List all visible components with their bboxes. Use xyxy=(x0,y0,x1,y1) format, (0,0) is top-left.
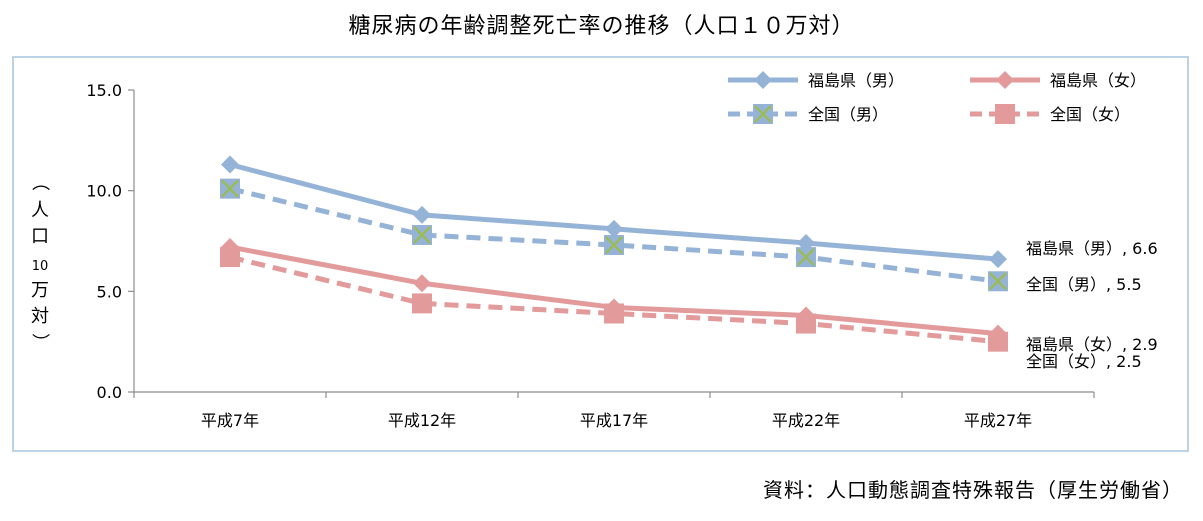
legend-label: 福島県（男） xyxy=(808,71,904,90)
y-axis-label-char: 人 xyxy=(31,200,49,221)
y-axis-label-char: 口 xyxy=(31,226,49,247)
end-label: 福島県（女）, 2.9 xyxy=(1026,335,1158,354)
end-labels: 福島県（男）, 6.6 福島県（女）, 2.9 全国（男）, 5.5 全国（女）, 2… xyxy=(1026,239,1158,371)
marker-diamond xyxy=(605,298,623,317)
marker-diamond xyxy=(989,250,1007,269)
y-axis-label-char: 10 xyxy=(32,259,49,274)
end-label: 福島県（男）, 6.6 xyxy=(1026,239,1158,258)
marker-diamond xyxy=(605,219,623,238)
end-label: 全国（男）, 5.5 xyxy=(1026,275,1142,294)
marker-square xyxy=(412,293,432,314)
y-axis-label-char: ） xyxy=(29,333,50,351)
marker-cross xyxy=(989,272,1007,291)
series-markers xyxy=(220,155,1008,352)
source-note: 資料：人口動態調査特殊報告（厚生労働省） xyxy=(763,478,1183,502)
y-axis-label: （ 人口 10 万対 ） xyxy=(29,173,50,351)
series-line-3 xyxy=(229,254,999,345)
marker-cross xyxy=(797,248,815,266)
marker-diamond xyxy=(413,205,431,224)
marker-diamond xyxy=(996,71,1014,89)
legend: 福島県（男） 福島県（女） 全国（男） 全国（女） xyxy=(728,71,1146,124)
chart-title: 糖尿病の年齢調整死亡率の推移（人口１０万対） xyxy=(348,14,855,39)
marker-cross xyxy=(413,226,431,244)
series-line-2 xyxy=(229,186,999,284)
marker-square xyxy=(220,247,240,268)
line-chart: 0.0 5.0 10.0 15.0 平成7年 平成12年 平成17年 平成22年 平成27年 （… xyxy=(29,71,1158,430)
legend-label: 福島県（女） xyxy=(1050,71,1146,90)
y-tick-label: 0.0 xyxy=(97,383,122,402)
y-axis-label-char: （ xyxy=(29,173,50,191)
marker-diamond xyxy=(989,324,1007,343)
x-tick-label: 平成22年 xyxy=(772,411,840,430)
x-tick-label: 平成17年 xyxy=(580,411,648,430)
y-tick-label: 10.0 xyxy=(86,182,122,201)
marker-cross xyxy=(754,105,772,123)
x-tick-label: 平成7年 xyxy=(201,411,259,430)
marker-cross xyxy=(605,236,623,254)
marker-diamond xyxy=(797,306,815,325)
legend-label: 全国（女） xyxy=(1050,105,1130,124)
axes: 0.0 5.0 10.0 15.0 平成7年 平成12年 平成17年 平成22年 平成27年 xyxy=(86,81,1095,430)
marker-diamond xyxy=(797,234,815,253)
marker-diamond xyxy=(754,71,772,89)
end-label: 全国（女）, 2.5 xyxy=(1026,352,1142,371)
marker-cross xyxy=(221,179,239,198)
y-tick-label: 5.0 xyxy=(97,282,122,301)
legend-label: 全国（男） xyxy=(808,105,888,124)
marker-diamond xyxy=(221,155,239,174)
chart-frame: 0.0 5.0 10.0 15.0 平成7年 平成12年 平成17年 平成22年 平成27年 （… xyxy=(12,56,1189,452)
marker-diamond xyxy=(413,274,431,293)
y-axis-label-char: 対 xyxy=(31,306,49,327)
y-tick-label: 15.0 xyxy=(86,81,122,100)
x-tick-label: 平成12年 xyxy=(388,411,456,430)
marker-diamond xyxy=(221,238,239,257)
x-tick-label: 平成27年 xyxy=(964,411,1032,430)
y-axis-label-char: 万 xyxy=(31,280,49,301)
marker-square xyxy=(995,104,1015,124)
